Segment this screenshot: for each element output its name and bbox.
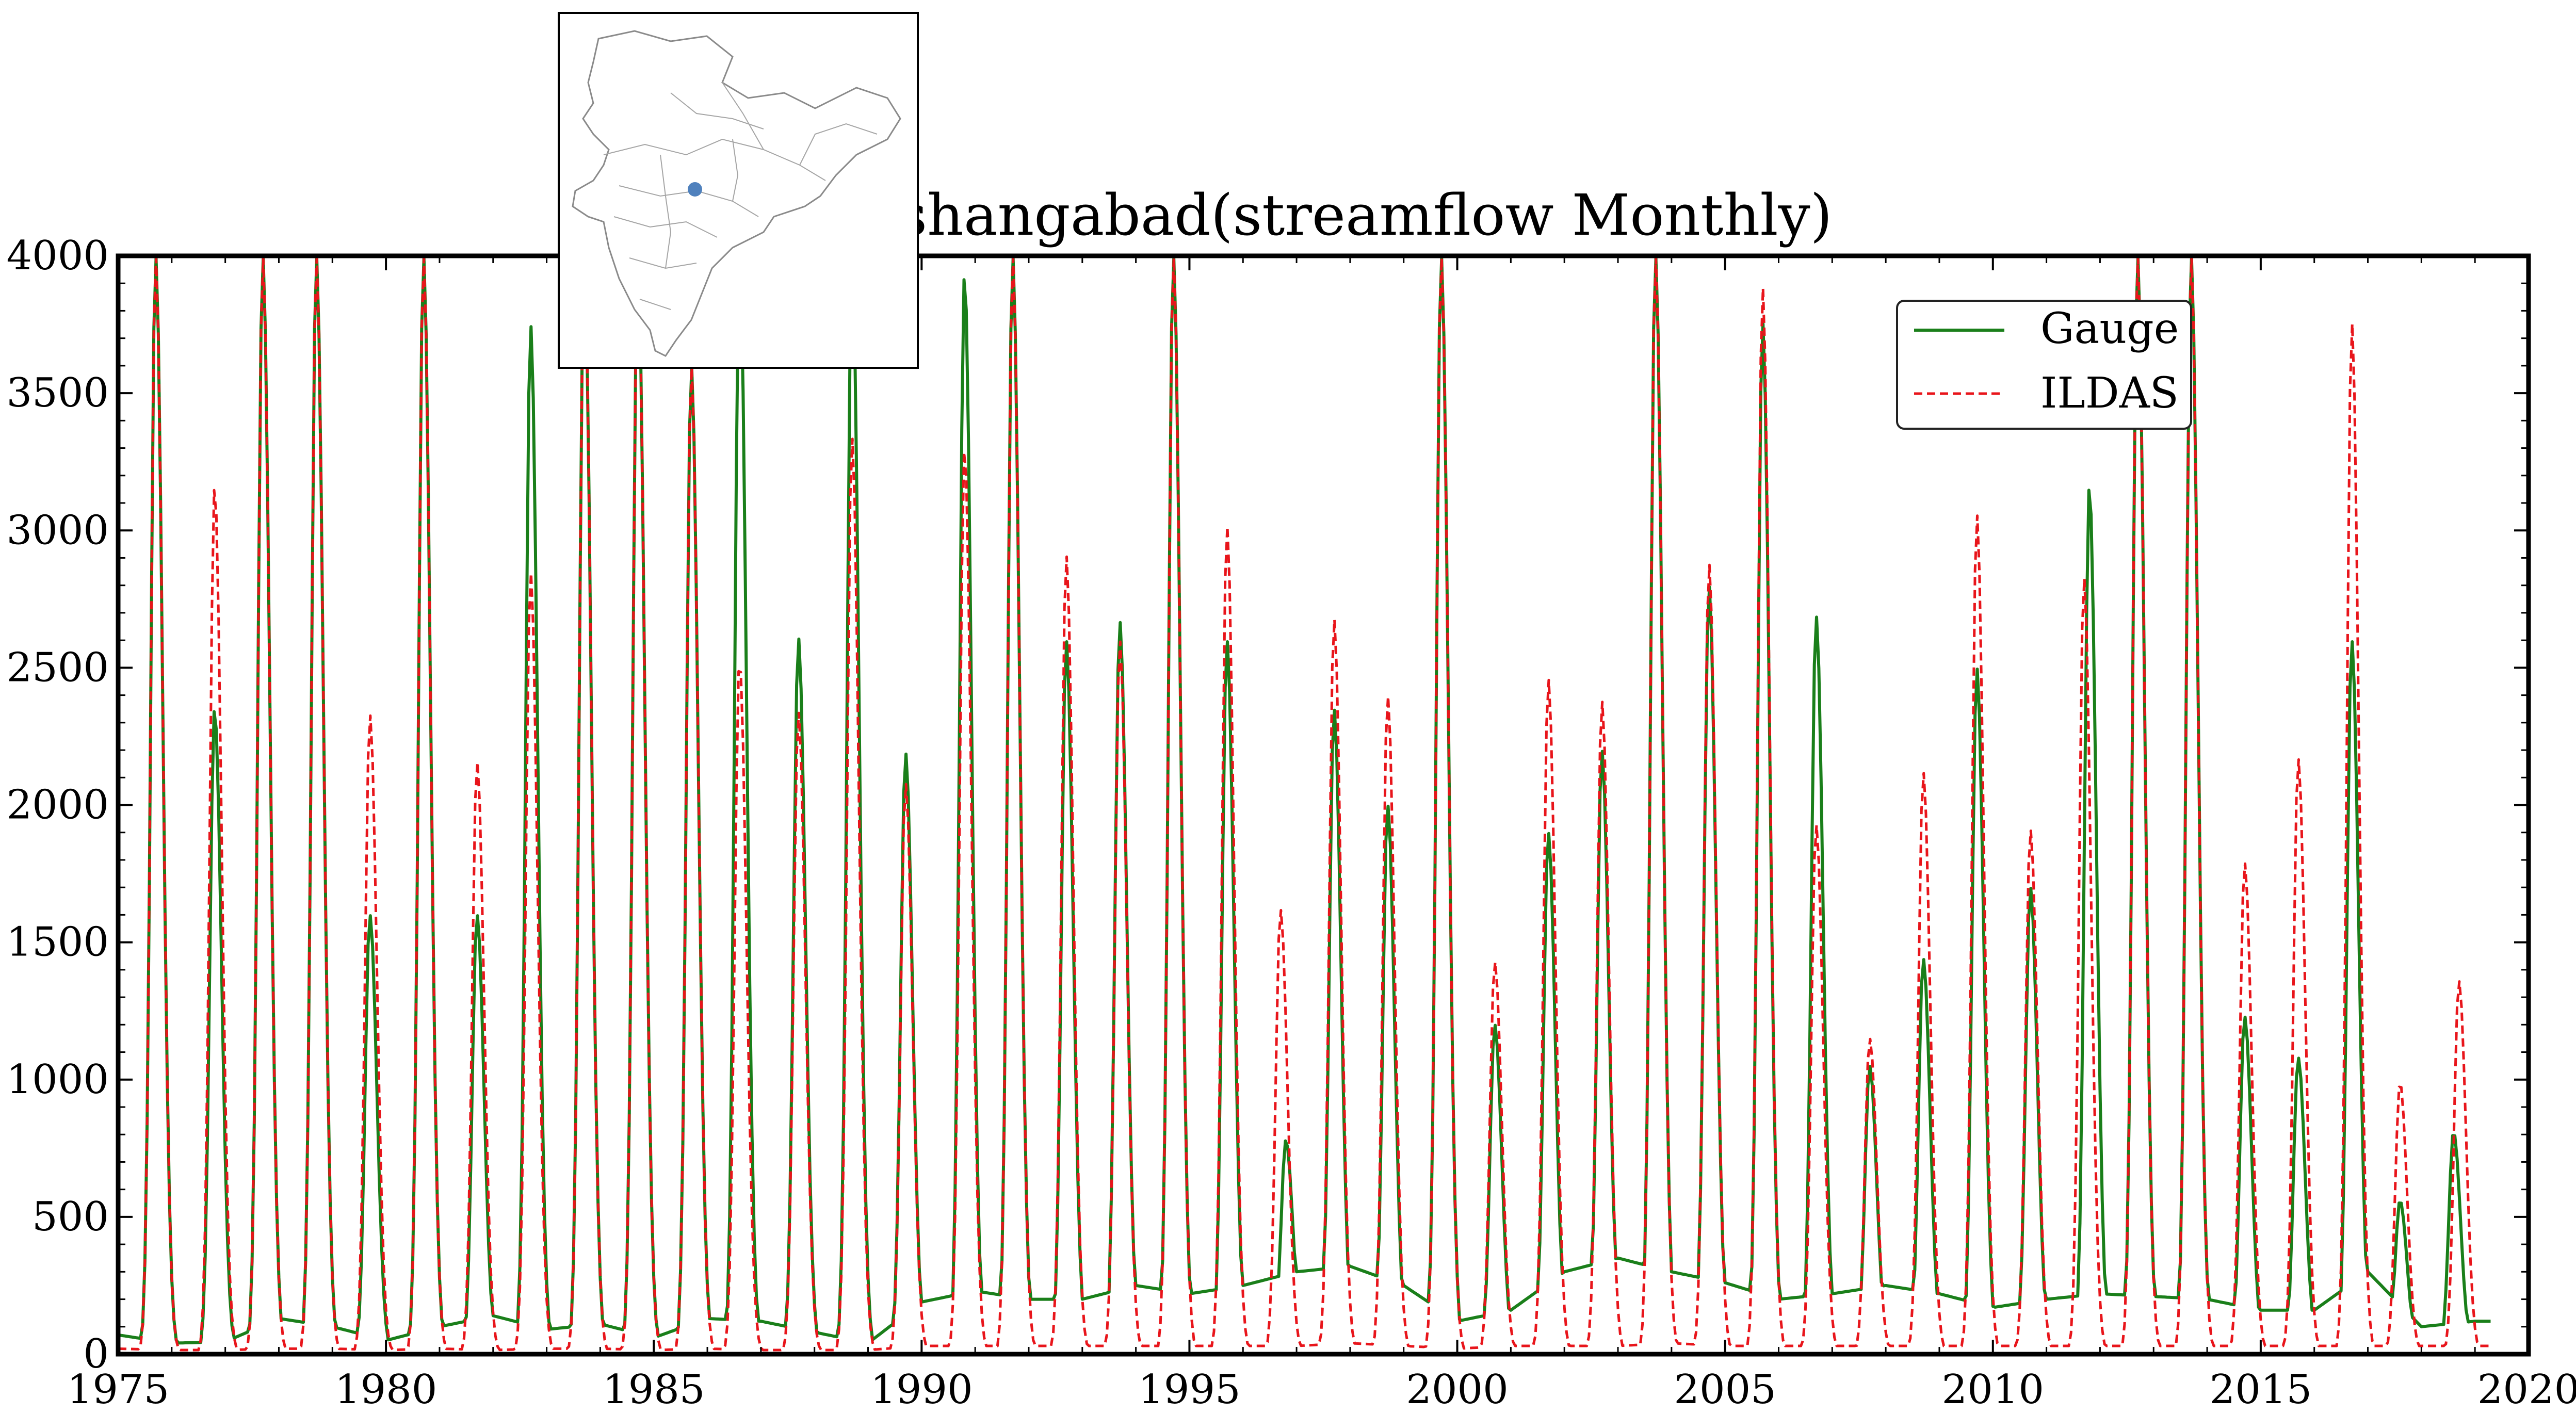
x-tick-label: 1995: [1138, 1367, 1241, 1413]
chart-title: Hoshangabad(streamflow Monthly): [814, 182, 1832, 248]
x-tick-label: 2020: [2477, 1367, 2576, 1413]
gauge-location-marker: [688, 182, 702, 197]
inset-map-frame: [558, 12, 919, 369]
tick-labels: 1975 1980 1985 1990 1995 2000 2005 2010 2015 2020…: [6, 233, 2576, 1413]
inset-map: [558, 12, 919, 369]
y-tick-label: 500: [32, 1194, 109, 1240]
legend: Gauge ILDAS: [1896, 300, 2192, 430]
y-tick-label: 2500: [6, 644, 109, 691]
y-tick-label: 4000: [6, 233, 109, 279]
axis-ticks: [117, 255, 2530, 1355]
series-line-gauge: [118, 256, 2491, 1345]
x-tick-label: 2015: [2210, 1367, 2312, 1413]
x-tick-label: 1985: [603, 1367, 705, 1413]
x-tick-label: 2000: [1406, 1367, 1509, 1413]
y-tick-label: 0: [83, 1331, 109, 1377]
y-tick-label: 1000: [6, 1057, 109, 1103]
legend-box: [1896, 300, 2192, 430]
legend-label-ildas: ILDAS: [2040, 369, 2179, 418]
x-tick-label: 1990: [870, 1367, 973, 1413]
legend-label-gauge: Gauge: [2040, 304, 2179, 353]
x-tick-label: 1980: [335, 1367, 438, 1413]
y-tick-label: 1500: [6, 919, 109, 966]
x-tick-label: 2010: [1942, 1367, 2045, 1413]
y-tick-label: 3000: [6, 507, 109, 554]
series-line-ildas: [118, 256, 2491, 1352]
series-layer: [118, 256, 2491, 1352]
india-outline-map: [572, 30, 901, 357]
x-tick-label: 1975: [67, 1367, 170, 1413]
y-tick-label: 3500: [6, 370, 109, 416]
y-tick-label: 2000: [6, 782, 109, 828]
x-tick-label: 2005: [1674, 1367, 1776, 1413]
